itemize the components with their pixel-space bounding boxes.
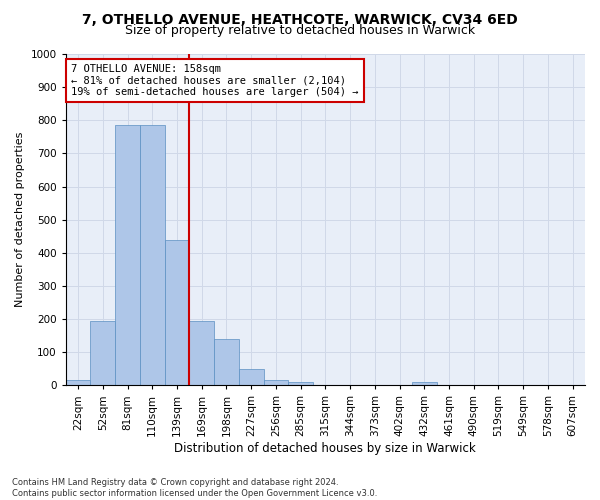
Bar (66, 380, 91, 386)
Bar (214, 339, 239, 386)
Bar (115, 125, 140, 386)
Bar (412, 382, 437, 386)
Bar (239, 368, 263, 386)
Text: 7, OTHELLO AVENUE, HEATHCOTE, WARWICK, CV34 6ED: 7, OTHELLO AVENUE, HEATHCOTE, WARWICK, C… (82, 12, 518, 26)
Bar (140, 125, 164, 386)
Bar (190, 320, 214, 386)
Text: Size of property relative to detached houses in Warwick: Size of property relative to detached ho… (125, 24, 475, 37)
Text: Contains HM Land Registry data © Crown copyright and database right 2024.
Contai: Contains HM Land Registry data © Crown c… (12, 478, 377, 498)
Bar (288, 382, 313, 386)
Y-axis label: Number of detached properties: Number of detached properties (15, 132, 25, 308)
Bar (263, 380, 288, 386)
Bar (91, 320, 115, 386)
Bar (164, 240, 190, 386)
Text: 7 OTHELLO AVENUE: 158sqm
← 81% of detached houses are smaller (2,104)
19% of sem: 7 OTHELLO AVENUE: 158sqm ← 81% of detach… (71, 64, 358, 97)
X-axis label: Distribution of detached houses by size in Warwick: Distribution of detached houses by size … (175, 442, 476, 455)
